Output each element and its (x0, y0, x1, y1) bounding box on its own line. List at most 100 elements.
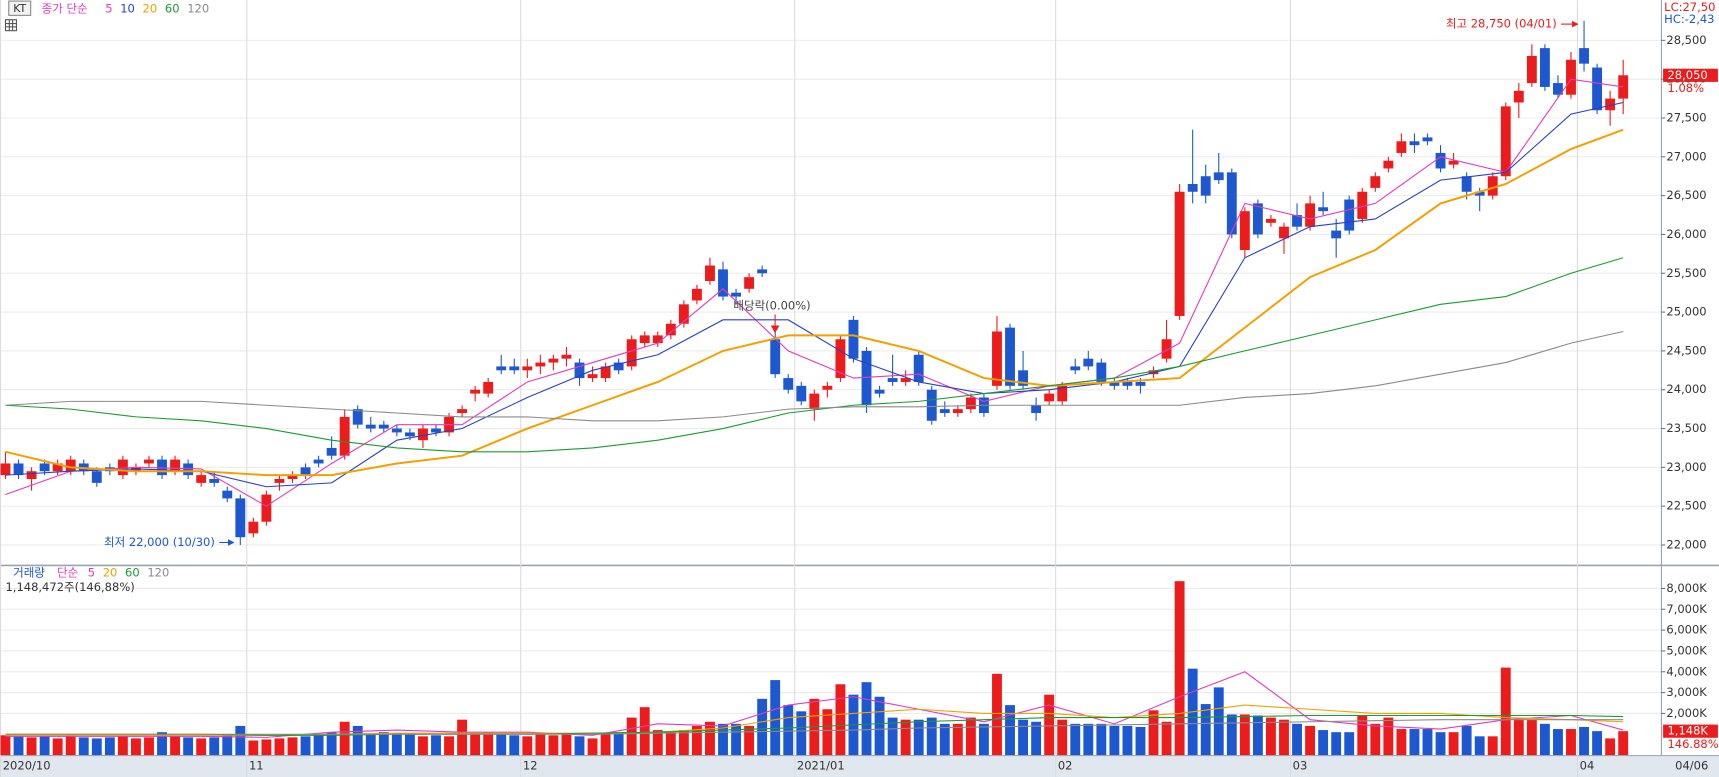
legend-entry: 20 (143, 1, 158, 15)
candle-body (235, 498, 246, 538)
candle-body (1500, 106, 1511, 177)
candle-body (1357, 191, 1368, 219)
volume-bar (0, 735, 11, 756)
volume-bar (1435, 732, 1446, 756)
candle-body (1096, 362, 1107, 382)
current-date: 04/06 (1675, 759, 1708, 773)
candle-body (496, 366, 507, 371)
candle-body (613, 362, 624, 371)
candle-body (718, 269, 728, 297)
last-volume-box (1663, 724, 1718, 738)
legend-entry: 60 (125, 566, 140, 580)
volume-bar (274, 738, 285, 756)
y-tick-label: 23,000 (1666, 460, 1706, 474)
volume-bar (1539, 723, 1550, 756)
candle-body (274, 478, 285, 483)
volume-bar (561, 733, 572, 756)
volume-bar (1605, 738, 1616, 756)
candle-body (1109, 381, 1120, 386)
moving-average (5, 330, 1624, 422)
candle-body (731, 292, 741, 297)
volume-bar (965, 717, 976, 756)
candle-body (665, 323, 676, 336)
volume-bar (1200, 704, 1211, 756)
volume-bar (1213, 687, 1224, 756)
volume-bar (431, 735, 441, 756)
volume-bar (887, 717, 898, 756)
candle-body (1553, 83, 1563, 95)
corner-label: LC:27,50 (1664, 0, 1715, 14)
candle-body (1370, 176, 1381, 188)
candle-body (535, 362, 546, 367)
candle-body (1539, 48, 1550, 87)
volume-bar (522, 736, 533, 756)
table-icon[interactable] (4, 19, 17, 32)
candle-body (744, 277, 755, 289)
last-volume-label: 1,148K (1667, 724, 1708, 738)
candle-body (1318, 207, 1329, 212)
candle-body (926, 389, 937, 421)
candle-body (1526, 55, 1537, 84)
volume-bar (157, 732, 167, 756)
candle-body (1005, 327, 1015, 386)
y-tick-label: 26,500 (1666, 188, 1706, 202)
candle-body (1487, 176, 1498, 196)
volume-bar (1409, 729, 1420, 756)
ratio-label: 146.88% (1667, 737, 1718, 751)
volume-bar (535, 734, 546, 756)
volume-bar (170, 736, 181, 756)
volume-bar (378, 732, 389, 756)
candle-body (1135, 381, 1146, 386)
volume-bar (678, 730, 689, 756)
y-tick-label: 23,500 (1666, 421, 1706, 435)
candle-body (1057, 385, 1068, 402)
volume-bar (404, 734, 415, 756)
x-tick-label: 03 (1293, 759, 1308, 773)
candle-body (1239, 211, 1250, 250)
candle-body (378, 424, 389, 429)
y-tick-label: 28,500 (1666, 33, 1706, 47)
volume-bar (822, 709, 833, 756)
volume-bar (939, 723, 950, 756)
volume-bar (183, 737, 194, 756)
volume-bar (78, 737, 89, 756)
volume-bar (1448, 732, 1459, 756)
volume-average (5, 671, 1624, 738)
y-tick-label: 22,000 (1666, 537, 1706, 551)
candle-body (1435, 152, 1446, 169)
volume-bar (757, 698, 768, 756)
volume-bar (261, 739, 272, 756)
volume-bar (13, 736, 24, 756)
candle-body (52, 463, 63, 472)
volume-bar (639, 707, 650, 756)
legend-entry: 5 (105, 1, 112, 15)
moving-average (5, 78, 1624, 507)
volume-bar (483, 732, 494, 756)
x-tick-label: 11 (249, 759, 264, 773)
symbol-box[interactable] (8, 0, 32, 16)
candle-body (365, 424, 376, 429)
grid (0, 0, 1661, 777)
volume-bar (548, 735, 559, 756)
candle-body (1044, 393, 1055, 402)
candle-body (91, 471, 102, 483)
candle-body (1474, 191, 1485, 196)
volume-bar (574, 736, 585, 756)
candle-body (574, 362, 585, 379)
candle-body (626, 339, 637, 367)
candle-body (209, 478, 220, 483)
candle-body (939, 409, 950, 414)
volume-bar (131, 738, 141, 756)
volume-bar (104, 737, 115, 756)
y-tick-label: 27,500 (1666, 111, 1706, 125)
volume-bar (705, 721, 715, 756)
candle-body (183, 463, 194, 476)
candle-body (339, 416, 350, 456)
volume-bar (665, 732, 676, 756)
y-tick-label: 5,000K (1666, 643, 1707, 657)
volume-title: 거래량 (13, 566, 45, 580)
moving-average (5, 257, 1624, 453)
y-tick-label: 24,500 (1666, 343, 1706, 357)
candle-body (992, 331, 1002, 386)
